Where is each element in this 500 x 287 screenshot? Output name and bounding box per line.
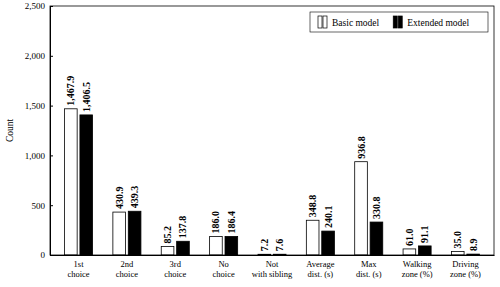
legend-item: Basic model	[318, 16, 380, 28]
x-tick-label: 2ndchoice	[116, 259, 138, 279]
bar	[128, 211, 141, 255]
data-label: 35.0	[452, 231, 463, 249]
chart: 0 500 1,000 1,500 2,000 2,500 1stchoice 2ndchoi…	[0, 0, 500, 287]
bar	[418, 246, 431, 255]
y-tick-mark	[50, 106, 53, 107]
legend: Basic model Extended model	[310, 12, 488, 32]
bar	[65, 109, 78, 255]
bar	[451, 252, 464, 255]
y-tick-mark	[50, 56, 53, 57]
legend-frame	[310, 12, 488, 32]
x-axis: 1stchoice 2ndchoice 3rdchoice Nochoice Notwi…	[51, 255, 495, 279]
x-tick-label: Notwith sibling	[252, 259, 293, 279]
y-tick: 2,000	[25, 51, 53, 61]
legend-label: Basic model	[332, 18, 380, 28]
data-label: 430.9	[114, 187, 125, 210]
y-tick: 1,500	[25, 101, 53, 111]
bar	[177, 241, 190, 255]
x-tick: Nochoice	[213, 255, 235, 279]
data-label: 186.0	[210, 211, 221, 234]
y-tick: 1,000	[25, 151, 53, 161]
y-tick-label: 2,500	[25, 1, 46, 11]
x-tick: Walkingzone (%)	[402, 255, 433, 279]
plot-area: 0 500 1,000 1,500 2,000 2,500 1stchoice 2ndchoi…	[25, 1, 495, 278]
data-label: 85.2	[162, 226, 173, 244]
y-tick-mark	[50, 205, 53, 206]
data-labels: 1,467.9 430.9 85.2 186.0 7.2 348.8 936.8 61.0 35…	[65, 76, 478, 251]
data-label: 936.8	[356, 136, 367, 159]
x-tick-label: Averagedist. (s)	[306, 259, 334, 279]
data-label: 1,406.5	[81, 82, 92, 112]
x-tick: Drivingzone (%)	[450, 255, 481, 279]
bar	[113, 212, 126, 255]
data-label: 8.9	[468, 239, 479, 252]
x-tick-label: Nochoice	[213, 259, 235, 279]
data-label: 61.0	[404, 228, 415, 246]
x-tick-label: Walkingzone (%)	[402, 259, 433, 279]
y-axis-line	[51, 7, 54, 256]
y-axis: 0 500 1,000 1,500 2,000 2,500	[25, 1, 53, 260]
bar	[80, 115, 93, 255]
x-tick-label: Maxdist. (s)	[356, 259, 382, 279]
x-tick-label: Drivingzone (%)	[450, 259, 481, 279]
y-axis-title: Count	[5, 119, 15, 143]
bar	[403, 249, 416, 255]
x-tick: 3rdchoice	[164, 255, 186, 279]
x-tick: 2ndchoice	[116, 255, 138, 279]
legend-label: Extended model	[407, 18, 469, 28]
bar	[161, 247, 174, 255]
bar	[210, 236, 223, 255]
bar	[370, 222, 383, 255]
data-label: 186.4	[226, 211, 237, 234]
bar	[355, 162, 368, 255]
data-label: 7.2	[259, 239, 270, 252]
bar	[322, 231, 335, 255]
x-tick: 1stchoice	[67, 255, 89, 279]
x-tick: Notwith sibling	[252, 255, 293, 279]
x-tick: Maxdist. (s)	[356, 255, 382, 279]
legend-swatch	[318, 16, 322, 28]
bar	[225, 236, 238, 255]
bar	[306, 220, 319, 255]
legend-swatch	[398, 16, 402, 28]
y-tick-mark	[50, 6, 53, 7]
x-tick-label: 1stchoice	[67, 259, 89, 279]
data-label: 240.1	[323, 206, 334, 229]
x-axis-line	[51, 255, 495, 256]
legend-swatch	[323, 16, 327, 28]
data-label: 439.3	[129, 186, 140, 209]
plot-frame	[50, 6, 494, 255]
x-tick: Averagedist. (s)	[306, 255, 334, 279]
data-label: 330.8	[371, 197, 382, 220]
y-tick: 2,500	[25, 1, 53, 11]
bars	[65, 109, 480, 255]
data-label: 1,467.9	[65, 76, 76, 106]
y-tick-label: 1,000	[25, 151, 46, 161]
legend-item: Extended model	[393, 16, 469, 28]
y-tick: 500	[32, 201, 54, 211]
y-tick-label: 0	[41, 250, 46, 260]
data-label: 348.8	[307, 195, 318, 218]
y-tick-mark	[50, 155, 53, 156]
y-tick-label: 2,000	[25, 51, 46, 61]
y-tick-label: 1,500	[25, 101, 46, 111]
data-label: 7.6	[274, 239, 285, 252]
y-tick-label: 500	[32, 201, 46, 211]
legend-swatch	[393, 16, 397, 28]
x-tick-label: 3rdchoice	[164, 259, 186, 279]
data-label: 91.1	[419, 225, 430, 243]
data-label: 137.8	[177, 216, 188, 239]
